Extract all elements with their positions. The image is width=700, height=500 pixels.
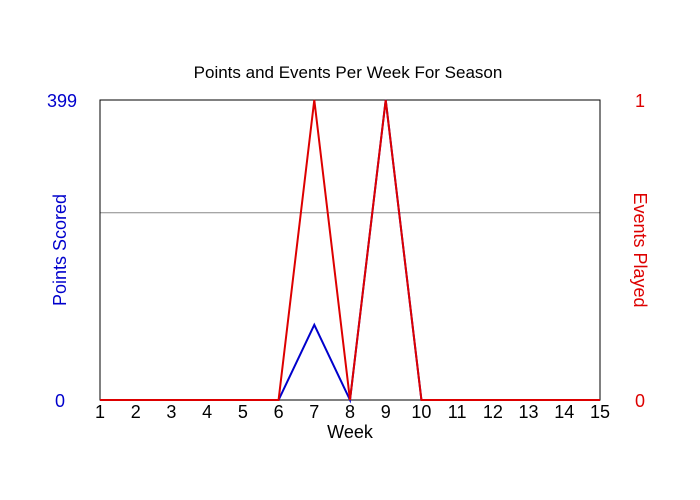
left-tick-label: 399 <box>47 91 77 111</box>
x-tick-label: 14 <box>554 402 574 422</box>
x-tick-label: 3 <box>166 402 176 422</box>
series-layer <box>100 99 600 404</box>
x-tick-label: 5 <box>238 402 248 422</box>
x-tick-label: 4 <box>202 402 212 422</box>
x-tick-label: 12 <box>483 402 503 422</box>
x-tick-label: 2 <box>131 402 141 422</box>
chart-title: Points and Events Per Week For Season <box>194 63 503 82</box>
x-tick-label: 11 <box>448 402 467 422</box>
x-axis-label: Week <box>327 422 374 442</box>
right-tick-label: 1 <box>635 91 645 111</box>
x-tick-label: 8 <box>345 402 355 422</box>
left-axis-tick-labels: 0 399 <box>47 91 77 411</box>
x-tick-label: 1 <box>95 402 105 422</box>
right-axis-label: Events Played <box>630 192 650 307</box>
plot-frame <box>99 99 601 401</box>
series-line-points-scored <box>100 99 600 404</box>
x-tick-label: 13 <box>519 402 539 422</box>
left-tick-label: 0 <box>55 391 65 411</box>
left-axis-label: Points Scored <box>50 194 70 306</box>
x-tick-label: 7 <box>309 402 319 422</box>
x-tick-label: 9 <box>381 402 391 422</box>
series-line-events-played <box>100 99 600 401</box>
x-tick-labels: 1 2 3 4 5 6 7 8 9 10 11 12 13 14 15 <box>95 402 610 422</box>
x-tick-label: 10 <box>411 402 431 422</box>
right-axis-tick-labels: 01 <box>635 91 645 411</box>
x-tick-label: 6 <box>274 402 284 422</box>
x-tick-label: 15 <box>590 402 610 422</box>
right-tick-label: 0 <box>635 391 645 411</box>
